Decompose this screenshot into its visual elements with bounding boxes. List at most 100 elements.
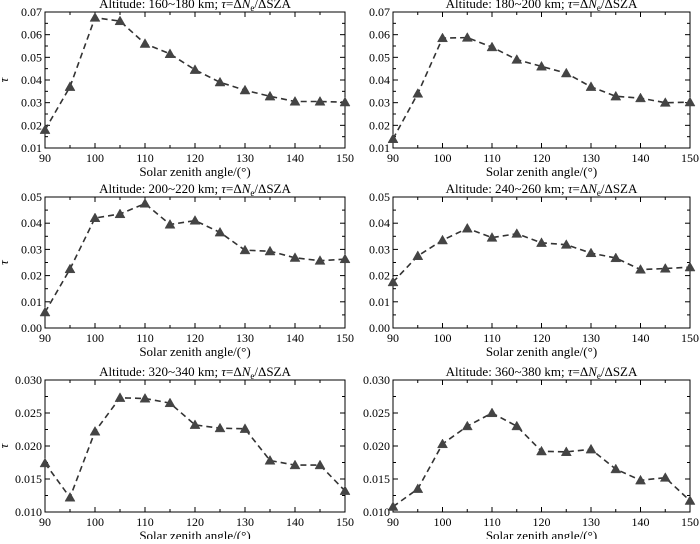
data-point [339,253,351,264]
data-point [511,228,523,238]
x-axis-label: Solar zenith angle/(°) [486,528,597,539]
x-tick-label: 110 [136,515,154,529]
x-tick-label: 90 [39,515,51,529]
data-point [289,95,301,106]
x-tick-label: 90 [39,151,51,165]
data-point [560,446,572,456]
data-point [164,218,176,229]
data-point [89,12,101,22]
data-point [139,392,151,403]
y-tick-label: 0.05 [369,50,390,64]
data-point [64,491,76,502]
data-point [486,232,498,242]
y-tick-label: 0.05 [21,50,42,64]
series-line [392,412,691,508]
y-tick-label: 0.01 [369,295,390,309]
data-point [635,264,646,274]
data-point [39,124,51,134]
x-tick-label: 100 [86,331,104,345]
x-tick-label: 150 [681,515,699,529]
data-point [164,397,176,408]
y-tick-label: 0.05 [369,190,390,204]
x-tick-label: 150 [681,331,699,345]
chart-panel-6: Altitude: 360~380 km; τ=ΔNe/ΔSZA 90 100 110… [363,364,699,543]
data-point [339,96,351,107]
y-tick-label: 0.07 [21,5,42,19]
y-tick-label: 0.020 [363,439,390,453]
x-tick-label: 90 [39,331,51,345]
y-axis-label: τ [0,76,11,82]
y-tick-label: 0.03 [369,242,390,256]
data-point [214,422,226,433]
x-tick-label: 110 [136,151,154,165]
x-tick-label: 120 [186,331,204,345]
y-tick-label: 0.010 [15,505,42,519]
plot-frame [44,11,346,149]
data-point [684,261,696,272]
data-point [239,423,251,433]
data-point [635,474,646,485]
y-tick-label: 0.02 [369,118,390,132]
y-tick-label: 0.00 [369,321,390,335]
y-tick-label: 0.03 [21,242,42,256]
data-point [610,252,622,263]
data-point [189,419,201,429]
data-point [339,485,351,495]
data-point [289,252,301,262]
y-tick-label: 0.025 [15,406,42,420]
data-point [114,208,126,219]
plot-frame [392,11,691,149]
data-point [461,222,473,233]
chart-panel-4: Altitude: 240~260 km; τ=ΔNe/ΔSZA 90 100 110… [369,181,699,359]
data-point [64,263,76,274]
x-tick-label: 140 [632,151,650,165]
x-tick-label: 140 [632,331,650,345]
chart-title: Altitude: 180~200 km; τ=ΔNe/ΔSZA [446,0,638,13]
x-tick-label: 90 [387,515,399,529]
x-tick-label: 110 [483,515,501,529]
data-point [314,459,326,470]
x-tick-label: 150 [336,331,354,345]
y-axis-label: τ [0,442,11,448]
y-tick-label: 0.05 [21,190,42,204]
y-tick-label: 0.015 [363,472,390,486]
y-tick-label: 0.04 [369,216,390,230]
data-point [511,54,523,64]
x-tick-label: 100 [86,151,104,165]
y-tick-label: 0.03 [21,96,42,110]
data-point [659,472,671,482]
x-tick-label: 100 [434,151,452,165]
x-tick-label: 130 [582,331,600,345]
data-point [314,255,326,265]
data-point [189,215,201,225]
data-point [412,88,424,98]
x-tick-label: 120 [533,515,551,529]
y-tick-label: 0.06 [21,28,42,42]
data-point [89,425,101,436]
data-point [139,38,151,48]
y-tick-label: 0.030 [15,373,42,387]
x-tick-label: 140 [286,331,304,345]
data-point [486,41,498,52]
data-point [39,306,51,317]
x-tick-label: 130 [582,151,600,165]
y-tick-label: 0.03 [369,96,390,110]
data-point [314,95,326,106]
series-line [44,396,346,500]
data-point [585,81,597,91]
chart-panel-2: Altitude: 180~200 km; τ=ΔNe/ΔSZA 90 100 110… [369,0,699,179]
x-tick-label: 130 [236,151,254,165]
plot-frame [44,379,346,513]
data-point [189,64,201,74]
y-tick-label: 0.01 [369,141,390,155]
x-tick-label: 100 [86,515,104,529]
data-point [387,276,399,287]
x-tick-label: 130 [236,515,254,529]
y-tick-label: 0.02 [369,269,390,283]
y-tick-label: 0.04 [369,73,390,87]
data-point [536,445,547,456]
data-point [659,97,671,107]
x-tick-label: 130 [582,515,600,529]
x-tick-label: 110 [483,151,501,165]
data-point [239,244,251,255]
